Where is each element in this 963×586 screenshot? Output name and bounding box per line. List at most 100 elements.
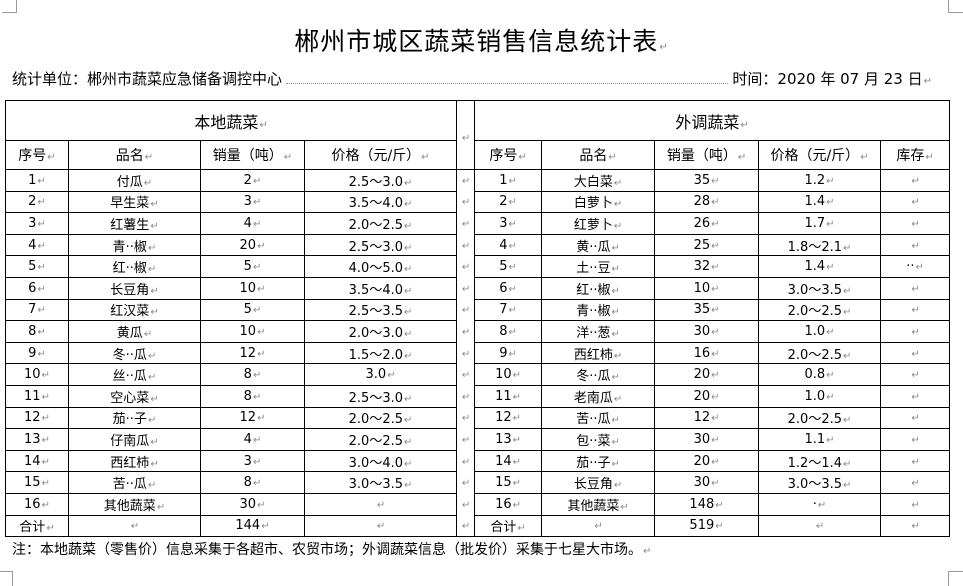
table-row: 4 青··椒 20 2.5～3.0 4 黄··瓜 25 1.8～2.1 — [5, 233, 951, 257]
external-header-stock: 库存 — [880, 140, 951, 170]
external-name-cell-text: 老南瓜 — [574, 391, 622, 406]
dot-leader — [286, 83, 729, 84]
local-index-cell: 3 — [5, 212, 69, 235]
external-volume-cell: 30 — [654, 320, 760, 343]
spacer-cell — [456, 234, 476, 256]
local-name-cell: 长豆角 — [68, 276, 201, 300]
table-row: 13 仔南瓜 4 2.0～2.5 13 包··菜 30 1.1 — [5, 428, 951, 451]
local-volume-cell: 12 — [200, 341, 305, 365]
external-price-cell-text: 1.2 — [804, 173, 834, 188]
local-header-volume-text: 销量（吨） — [213, 148, 292, 164]
local-name-cell-text: 红汉菜 — [110, 304, 158, 319]
local-volume-cell-text: 12 — [240, 346, 266, 361]
external-index-cell-text: 5 — [499, 259, 517, 274]
external-volume-cell: 16 — [654, 341, 760, 365]
external-price-cell-text: 1.0 — [804, 389, 834, 404]
paragraph-mark — [461, 126, 470, 145]
local-volume-cell-text: 8 — [244, 475, 262, 490]
local-name-cell-text: 苦··瓜 — [113, 477, 157, 492]
local-index-cell: 1 — [5, 169, 69, 192]
local-price-cell-text: 2.0～2.5 — [349, 434, 413, 449]
local-volume-cell-text: 10 — [240, 324, 266, 339]
external-name-cell: 红··椒 — [541, 276, 656, 300]
local-price-cell-text — [376, 497, 385, 512]
external-name-cell-text: 冬··瓜 — [576, 369, 620, 384]
local-volume-cell-text: 12 — [240, 410, 266, 425]
external-volume-cell-text: 10 — [694, 281, 720, 296]
external-name-cell-text: 其他蔬菜 — [567, 499, 628, 514]
spacer-cell — [456, 277, 476, 300]
local-price-cell: 3.0～3.5 — [303, 471, 458, 494]
local-index-cell-text: 1 — [28, 173, 46, 188]
local-total-price — [303, 514, 458, 538]
external-volume-cell-text: 20 — [694, 389, 720, 404]
external-volume-cell: 10 — [654, 276, 760, 300]
external-stock-cell-text — [910, 475, 919, 490]
local-name-cell: 冬··瓜 — [68, 341, 201, 365]
external-price-cell-text: 1.1 — [804, 432, 834, 447]
external-index-cell: 15 — [474, 471, 543, 494]
external-total-price-text — [815, 518, 824, 533]
external-volume-cell: 28 — [654, 190, 760, 214]
column-header-row: 序号 品名 销量（吨） 价格（元/斤） 序号 品名 销量（吨） 价格（元/斤） 库存 — [5, 140, 951, 170]
external-index-cell-text: 4 — [499, 238, 517, 253]
local-header-index-text: 序号 — [18, 148, 55, 164]
external-stock-cell-text — [910, 389, 919, 404]
external-price-cell-text: 0.8 — [804, 367, 834, 382]
external-total-stock-text — [910, 518, 919, 533]
table-row: 9 冬··瓜 12 1.5～2.0 9 西红柿 16 2.0～2.5 — [5, 341, 951, 365]
external-stock-cell — [880, 276, 951, 300]
external-index-cell-text: 9 — [499, 346, 517, 361]
external-price-cell: 1.7 — [758, 212, 882, 235]
local-name-cell: 青··椒 — [68, 233, 201, 257]
external-header-price: 价格（元/斤） — [758, 140, 882, 170]
spacer-cell — [456, 493, 476, 515]
external-name-cell-text: 青··椒 — [576, 304, 620, 319]
local-price-cell-text: 2.0～2.5 — [349, 218, 413, 233]
page-corner-mark — [2, 0, 17, 13]
local-name-cell-text: 冬··瓜 — [113, 348, 157, 363]
external-volume-cell: 26 — [654, 212, 760, 235]
external-stock-cell — [880, 384, 951, 408]
spacer-cell — [456, 299, 476, 321]
local-index-cell-text: 2 — [28, 194, 46, 209]
local-index-cell: 10 — [5, 363, 69, 386]
external-name-cell-text: 西红柿 — [574, 348, 622, 363]
external-price-cell: 1.0 — [758, 384, 882, 408]
external-section-title: 外调蔬菜 — [474, 100, 951, 141]
external-volume-cell-text: 148 — [689, 497, 723, 512]
external-price-cell: 2.0～2.5 — [758, 298, 882, 322]
external-index-cell-text: 8 — [499, 324, 517, 339]
local-total-index-text: 合计 — [19, 520, 54, 535]
local-header-price: 价格（元/斤） — [303, 140, 458, 170]
local-volume-cell-text: 10 — [240, 281, 266, 296]
local-index-cell-text: 11 — [24, 389, 50, 404]
paragraph-mark — [461, 194, 470, 209]
external-volume-cell-text: 35 — [694, 302, 720, 317]
local-name-cell-text: 长豆角 — [110, 283, 158, 298]
external-name-cell-text: 白萝卜 — [574, 196, 622, 211]
table-row: 3 红薯生 4 2.0～2.5 3 红萝卜 26 1.7 — [5, 212, 951, 235]
local-price-cell-text: 2.5～3.0 — [349, 240, 413, 255]
external-name-cell: 黄··瓜 — [541, 233, 656, 257]
external-name-cell: 长豆角 — [541, 471, 656, 494]
table-row: 14 西红柿 3 3.0～4.0 14 茄··子 20 1.2～1.4 — [5, 449, 951, 473]
local-index-cell: 7 — [5, 298, 69, 322]
local-index-cell: 2 — [5, 190, 69, 214]
external-stock-cell — [880, 406, 951, 430]
external-name-cell-text: 包··菜 — [576, 434, 620, 449]
local-total-name-text — [130, 518, 139, 533]
external-stock-cell-text: ·· — [906, 259, 924, 274]
external-name-cell: 白萝卜 — [541, 190, 656, 214]
local-index-cell: 15 — [5, 471, 69, 494]
local-index-cell: 16 — [5, 492, 69, 516]
local-price-cell-text: 2.5～3.0 — [349, 391, 413, 406]
external-name-cell: 其他蔬菜 — [541, 492, 656, 516]
external-volume-cell: 35 — [654, 298, 760, 322]
local-name-cell-text: 黄瓜 — [117, 326, 152, 341]
local-volume-cell: 12 — [200, 406, 305, 430]
local-volume-cell-text: 4 — [244, 216, 262, 231]
external-index-cell: 8 — [474, 320, 543, 343]
external-index-cell: 2 — [474, 190, 543, 214]
external-index-cell: 5 — [474, 255, 543, 278]
